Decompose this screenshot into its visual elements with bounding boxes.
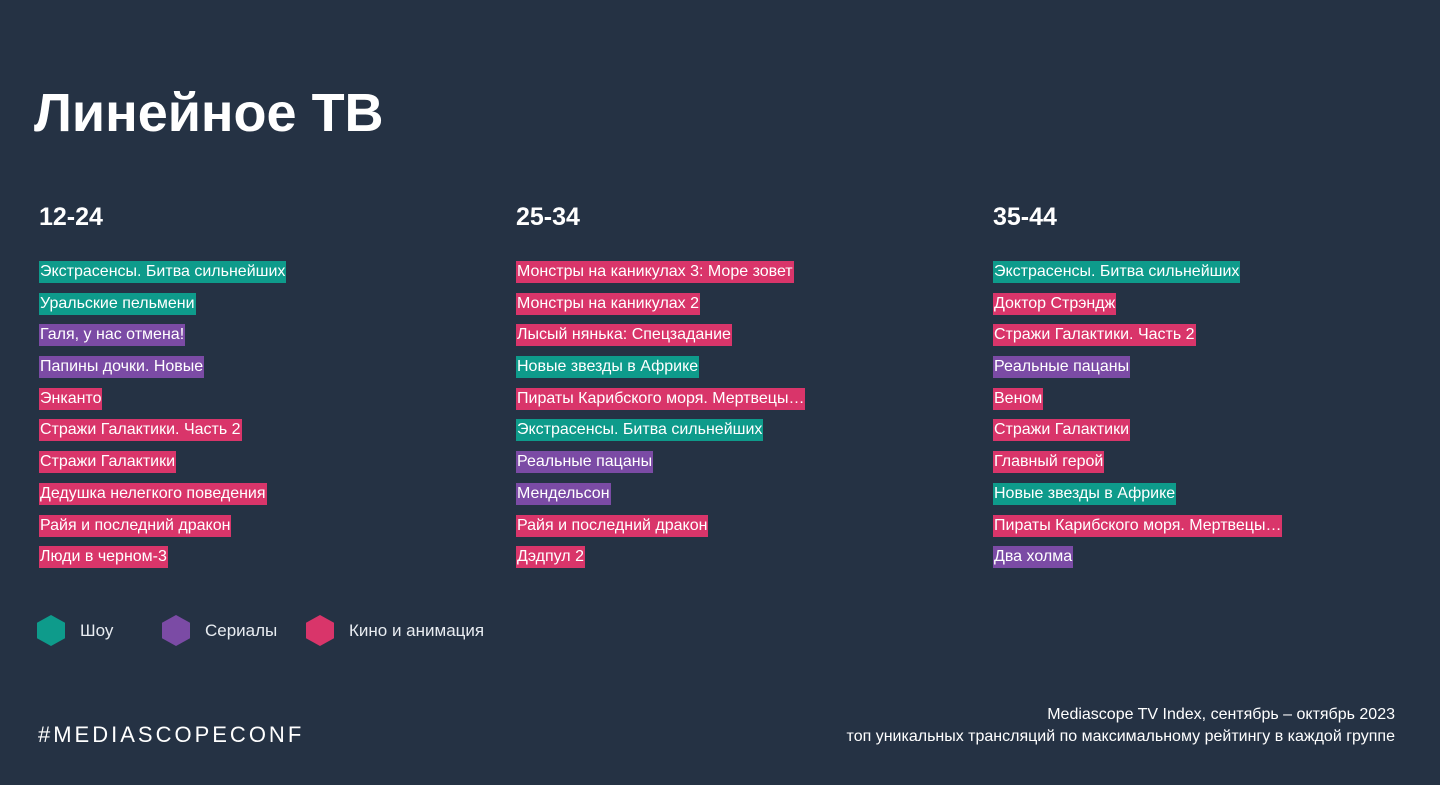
list-item: Райя и последний дракон	[39, 514, 479, 547]
broadcast-title-tag: Главный герой	[993, 451, 1105, 474]
list-item: Дедушка нелегкого поведения	[39, 482, 479, 515]
list-item: Уральские пельмени	[39, 292, 479, 325]
broadcast-title-tag: Новые звезды в Африке	[993, 482, 1177, 505]
broadcast-title-tag: Стражи Галактики	[39, 451, 177, 474]
list-item: Два холма	[993, 546, 1433, 578]
broadcast-title-tag: Монстры на каникулах 3: Море зовет	[516, 261, 794, 283]
broadcast-title-tag: Экстрасенсы. Битва сильнейших	[516, 419, 764, 442]
list-item: Люди в черном-3	[39, 546, 479, 578]
list-item: Стражи Галактики	[39, 451, 479, 483]
conference-hashtag: #MEDIASCOPECONF	[38, 722, 305, 747]
list-item: Главный герой	[993, 451, 1433, 483]
list-item: Монстры на каникулах 3: Море зовет	[516, 261, 956, 293]
broadcast-title-tag: Экстрасенсы. Битва сильнейших	[993, 261, 1241, 283]
list-item: Веном	[993, 387, 1433, 420]
broadcast-title-tag: Новые звезды в Африке	[516, 356, 700, 379]
list-item: Реальные пацаны	[516, 451, 956, 483]
broadcast-title-tag: Райя и последний дракон	[516, 514, 709, 537]
pink-hexagon-icon	[306, 615, 334, 646]
age-group-heading: 12-24	[39, 203, 103, 231]
broadcast-title-tag: Дэдпул 2	[516, 546, 585, 569]
list-item: Галя, у нас отмена!	[39, 324, 479, 356]
list-item: Экстрасенсы. Битва сильнейших	[516, 419, 956, 451]
broadcast-title-tag: Пираты Карибского моря. Мертвецы…	[516, 387, 806, 410]
broadcast-title-tag: Доктор Стрэндж	[993, 292, 1117, 315]
ranking-list: Экстрасенсы. Битва сильнейших Доктор Стрэ…	[993, 261, 1433, 578]
broadcast-title-tag: Лысый нянька: Спецзадание	[516, 324, 732, 347]
broadcast-title-tag: Галя, у нас отмена!	[39, 324, 186, 347]
list-item: Дэдпул 2	[516, 546, 956, 578]
broadcast-title-tag: Энканто	[39, 387, 103, 410]
legend-label: Кино и анимация	[349, 621, 485, 640]
age-group-column-12-24: 12-24 Экстрасенсы. Битва сильнейших Ураль…	[39, 200, 479, 578]
broadcast-title-tag: Стражи Галактики. Часть 2	[39, 419, 242, 442]
list-item: Лысый нянька: Спецзадание	[516, 324, 956, 356]
list-item: Реальные пацаны	[993, 356, 1433, 388]
broadcast-title-tag: Реальные пацаны	[516, 451, 654, 474]
list-item: Пираты Карибского моря. Мертвецы…	[516, 387, 956, 420]
list-item: Райя и последний дракон	[516, 514, 956, 547]
broadcast-title-tag: Монстры на каникулах 2	[516, 292, 701, 315]
broadcast-title-tag: Дедушка нелегкого поведения	[39, 482, 267, 505]
source-line: Mediascope TV Index, сентябрь – октябрь …	[1047, 706, 1395, 723]
source-description: топ уникальных трансляций по максимально…	[846, 728, 1395, 745]
list-item: Стражи Галактики. Часть 2	[39, 419, 479, 451]
list-item: Папины дочки. Новые	[39, 356, 479, 388]
list-item: Экстрасенсы. Битва сильнейших	[993, 261, 1433, 293]
list-item: Новые звезды в Африке	[516, 356, 956, 388]
legend-label: Сериалы	[205, 621, 278, 640]
age-group-column-35-44: 35-44 Экстрасенсы. Битва сильнейших Докто…	[993, 200, 1433, 578]
list-item: Пираты Карибского моря. Мертвецы…	[993, 514, 1433, 547]
ranking-list: Экстрасенсы. Битва сильнейших Уральские п…	[39, 261, 479, 578]
purple-hexagon-icon	[162, 615, 190, 646]
legend-label: Шоу	[80, 621, 114, 640]
broadcast-title-tag: Два холма	[993, 546, 1074, 569]
broadcast-title-tag: Папины дочки. Новые	[39, 356, 205, 379]
list-item: Новые звезды в Африке	[993, 482, 1433, 515]
broadcast-title-tag: Экстрасенсы. Битва сильнейших	[39, 261, 287, 283]
source-note: Mediascope TV Index, сентябрь – октябрь …	[847, 704, 1395, 748]
age-group-heading: 35-44	[993, 203, 1057, 231]
broadcast-title-tag: Люди в черном-3	[39, 546, 168, 569]
page-title: Линейное ТВ	[34, 83, 384, 143]
list-item: Экстрасенсы. Битва сильнейших	[39, 261, 479, 293]
list-item: Мендельсон	[516, 482, 956, 515]
broadcast-title-tag: Мендельсон	[516, 482, 611, 505]
teal-hexagon-icon	[37, 615, 65, 646]
broadcast-title-tag: Райя и последний дракон	[39, 514, 232, 537]
broadcast-title-tag: Веном	[993, 387, 1044, 410]
broadcast-title-tag: Уральские пельмени	[39, 292, 196, 315]
list-item: Монстры на каникулах 2	[516, 292, 956, 325]
list-item: Доктор Стрэндж	[993, 292, 1433, 325]
right-edge-strip	[1440, 0, 1446, 785]
age-group-column-25-34: 25-34 Монстры на каникулах 3: Море зовет…	[516, 200, 956, 578]
list-item: Стражи Галактики	[993, 419, 1433, 451]
list-item: Стражи Галактики. Часть 2	[993, 324, 1433, 356]
list-item: Энканто	[39, 387, 479, 420]
broadcast-title-tag: Реальные пацаны	[993, 356, 1131, 379]
broadcast-title-tag: Стражи Галактики. Часть 2	[993, 324, 1196, 347]
age-group-heading: 25-34	[516, 203, 580, 231]
broadcast-title-tag: Стражи Галактики	[993, 419, 1131, 442]
ranking-list: Монстры на каникулах 3: Море зовет Монстр…	[516, 261, 956, 578]
broadcast-title-tag: Пираты Карибского моря. Мертвецы…	[993, 514, 1283, 537]
